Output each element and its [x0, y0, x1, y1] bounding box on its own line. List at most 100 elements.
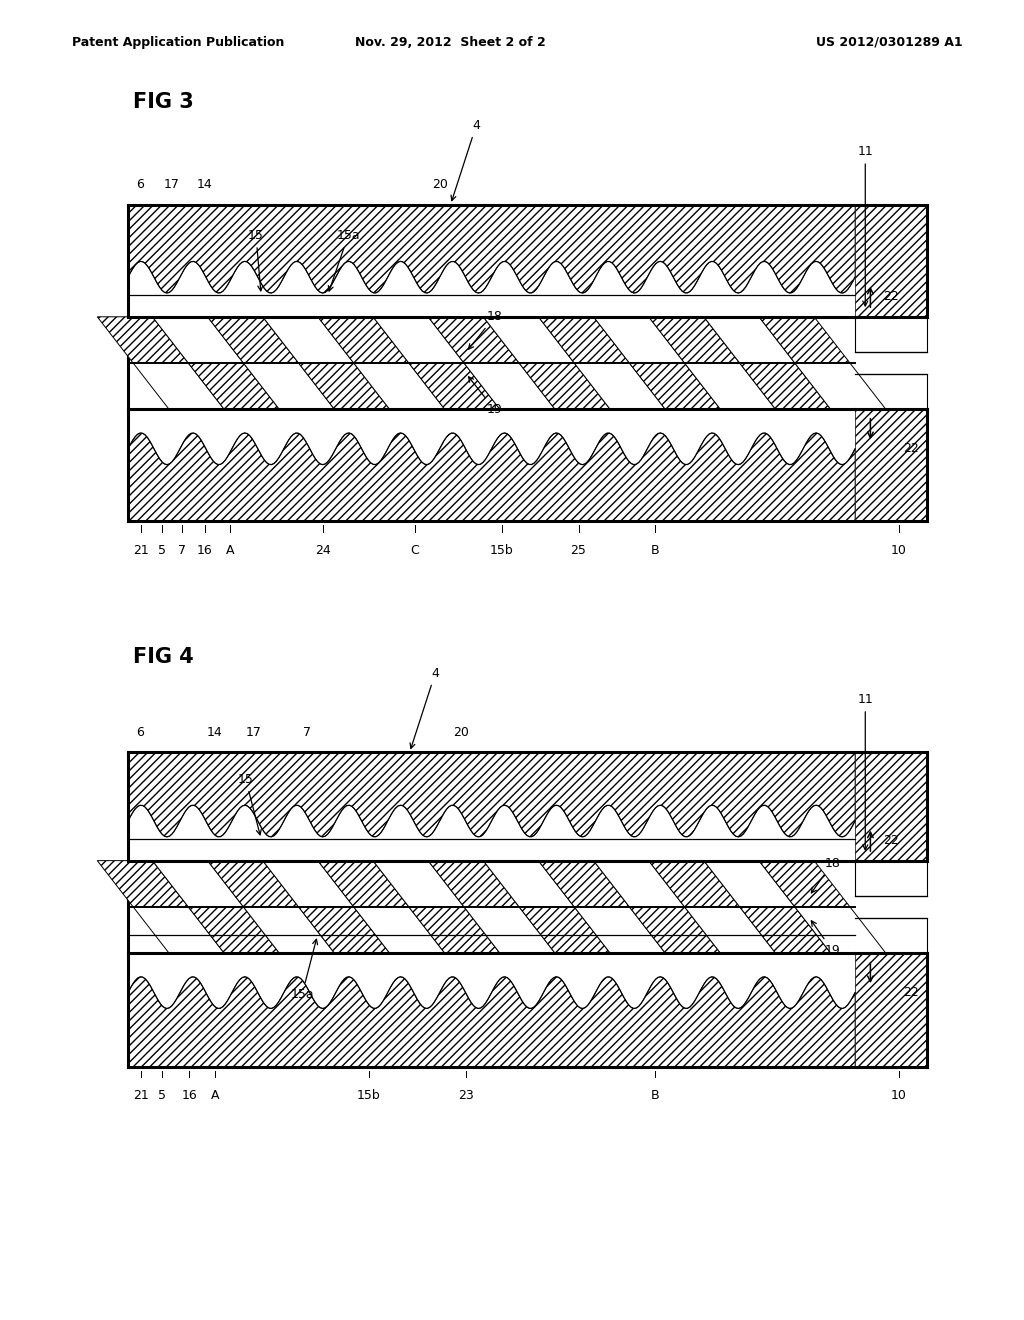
Polygon shape	[97, 861, 188, 907]
Polygon shape	[855, 205, 927, 317]
Text: 5: 5	[158, 544, 166, 557]
Polygon shape	[409, 907, 500, 953]
Polygon shape	[128, 977, 855, 1067]
Text: 6: 6	[136, 726, 144, 739]
Polygon shape	[128, 752, 855, 837]
Text: 15: 15	[248, 230, 264, 290]
Polygon shape	[648, 317, 739, 363]
Text: 15a: 15a	[329, 230, 360, 292]
Polygon shape	[317, 861, 409, 907]
Polygon shape	[539, 317, 630, 363]
Polygon shape	[519, 907, 610, 953]
Polygon shape	[428, 317, 519, 363]
Text: 15b: 15b	[356, 1089, 381, 1102]
Text: 4: 4	[410, 667, 439, 748]
Polygon shape	[133, 363, 224, 409]
Text: 21: 21	[133, 1089, 150, 1102]
Text: 18: 18	[469, 310, 503, 350]
Text: 21: 21	[133, 544, 150, 557]
Text: 6: 6	[136, 178, 144, 191]
Polygon shape	[855, 752, 927, 861]
Text: 25: 25	[570, 544, 587, 557]
Polygon shape	[244, 363, 335, 409]
Polygon shape	[133, 907, 224, 953]
Polygon shape	[574, 907, 666, 953]
Polygon shape	[855, 317, 927, 352]
Polygon shape	[855, 917, 927, 953]
Text: 7: 7	[303, 726, 311, 739]
Text: 15: 15	[238, 774, 261, 834]
Polygon shape	[188, 363, 280, 409]
Text: A: A	[226, 544, 234, 557]
Text: 19: 19	[811, 921, 840, 957]
Text: 14: 14	[197, 178, 213, 191]
Text: 22: 22	[883, 834, 899, 847]
Text: 15a: 15a	[290, 940, 317, 1001]
Polygon shape	[703, 317, 795, 363]
Polygon shape	[353, 363, 444, 409]
Text: 23: 23	[458, 1089, 474, 1102]
Polygon shape	[97, 317, 188, 363]
Polygon shape	[630, 907, 720, 953]
Text: 16: 16	[197, 544, 213, 557]
Polygon shape	[128, 205, 855, 293]
Polygon shape	[739, 363, 830, 409]
Polygon shape	[855, 861, 927, 896]
Text: 22: 22	[903, 986, 920, 999]
Polygon shape	[684, 907, 775, 953]
Polygon shape	[353, 907, 444, 953]
Text: 24: 24	[314, 544, 331, 557]
Polygon shape	[263, 861, 353, 907]
Text: Patent Application Publication: Patent Application Publication	[72, 36, 284, 49]
Polygon shape	[795, 907, 886, 953]
Polygon shape	[483, 861, 574, 907]
Polygon shape	[153, 317, 244, 363]
Text: 14: 14	[207, 726, 223, 739]
Text: 16: 16	[181, 1089, 198, 1102]
Text: 20: 20	[453, 726, 469, 739]
Polygon shape	[428, 861, 519, 907]
Text: C: C	[411, 544, 419, 557]
Polygon shape	[519, 363, 610, 409]
Text: 7: 7	[178, 544, 186, 557]
Polygon shape	[128, 433, 855, 521]
Polygon shape	[739, 907, 830, 953]
Polygon shape	[855, 953, 927, 1067]
Text: 19: 19	[469, 376, 502, 416]
Text: A: A	[211, 1089, 219, 1102]
Text: 10: 10	[891, 1089, 907, 1102]
Text: 22: 22	[903, 442, 920, 455]
Text: 5: 5	[158, 1089, 166, 1102]
Polygon shape	[244, 907, 335, 953]
Text: B: B	[651, 544, 659, 557]
Text: FIG 4: FIG 4	[133, 647, 194, 667]
Text: 10: 10	[891, 544, 907, 557]
Text: 22: 22	[883, 290, 899, 304]
Polygon shape	[648, 861, 739, 907]
Polygon shape	[594, 861, 684, 907]
Polygon shape	[855, 409, 927, 521]
Polygon shape	[317, 317, 409, 363]
Polygon shape	[464, 907, 555, 953]
Polygon shape	[483, 317, 574, 363]
Text: 11: 11	[857, 145, 873, 306]
Polygon shape	[464, 363, 555, 409]
Polygon shape	[855, 374, 927, 409]
Polygon shape	[299, 907, 389, 953]
Polygon shape	[263, 317, 353, 363]
Polygon shape	[153, 861, 244, 907]
Polygon shape	[684, 363, 775, 409]
Text: B: B	[651, 1089, 659, 1102]
Polygon shape	[373, 861, 464, 907]
Text: Nov. 29, 2012  Sheet 2 of 2: Nov. 29, 2012 Sheet 2 of 2	[355, 36, 546, 49]
Text: 17: 17	[246, 726, 262, 739]
Text: 17: 17	[164, 178, 180, 191]
Polygon shape	[539, 861, 630, 907]
Text: 11: 11	[857, 693, 873, 850]
Text: 20: 20	[432, 178, 449, 191]
Text: 4: 4	[451, 119, 480, 201]
Polygon shape	[703, 861, 795, 907]
Polygon shape	[208, 317, 299, 363]
Polygon shape	[759, 861, 850, 907]
Text: 18: 18	[811, 857, 841, 892]
